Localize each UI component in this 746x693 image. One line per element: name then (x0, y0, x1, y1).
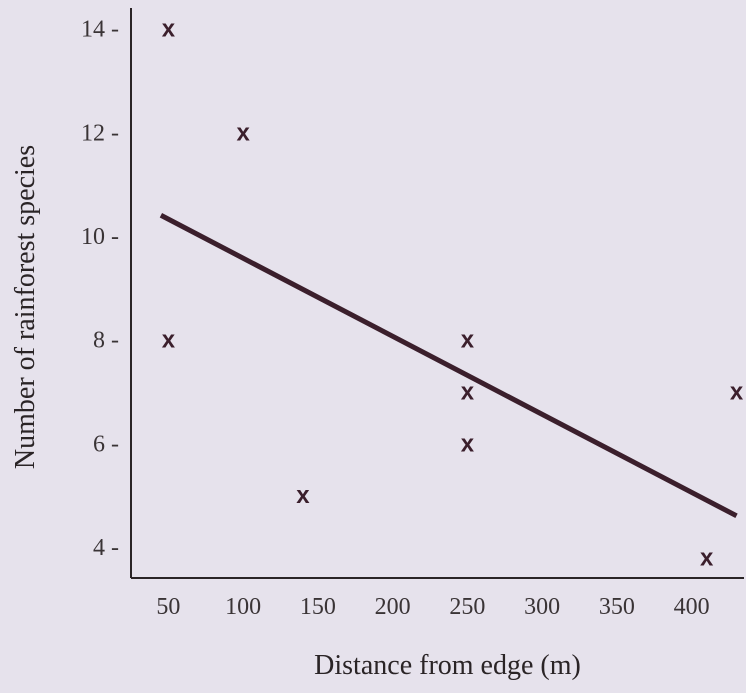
y-tick-label: 4 - (93, 535, 119, 561)
data-point: x (461, 327, 475, 354)
x-tick-label: 100 (225, 594, 261, 620)
x-tick-label: 50 (156, 594, 180, 620)
x-tick-labels: 50 100 150 200 250 300 350 400 (156, 594, 709, 620)
data-point: x (461, 430, 475, 457)
data-point: x (461, 378, 475, 405)
y-tick-label: 8 - (93, 328, 119, 354)
y-tick-labels: 4 - 6 - 8 - 10 - 12 - 14 - (81, 17, 119, 561)
x-axis-title: Distance from edge (m) (314, 650, 581, 681)
y-tick-label: 10 - (81, 224, 119, 250)
x-tick-label: 200 (375, 594, 411, 620)
data-point: x (162, 16, 176, 43)
x-tick-label: 350 (599, 594, 635, 620)
y-tick-label: 14 - (81, 17, 119, 43)
x-tick-label: 150 (300, 594, 336, 620)
data-point: x (296, 482, 310, 509)
y-axis-title: Number of rainforest species (10, 145, 41, 469)
data-point: x (730, 378, 744, 405)
x-tick-label: 300 (524, 594, 560, 620)
data-point: x (162, 327, 176, 354)
x-tick-label: 250 (449, 594, 485, 620)
y-tick-label: 6 - (93, 431, 119, 457)
data-point: x (236, 119, 250, 146)
data-point: x (700, 544, 714, 571)
y-tick-label: 12 - (81, 120, 119, 146)
x-tick-label: 400 (674, 594, 710, 620)
trend-line (159, 213, 738, 519)
